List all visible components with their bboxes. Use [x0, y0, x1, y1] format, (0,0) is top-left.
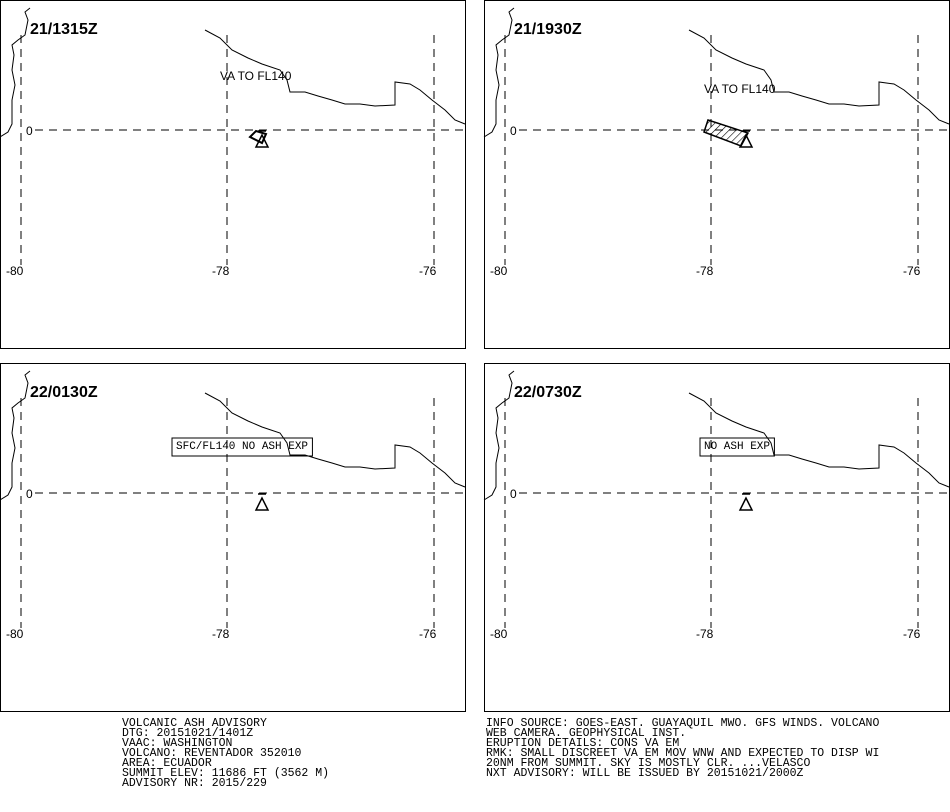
longitude-label: -78 — [696, 264, 714, 278]
coastline — [483, 7, 515, 138]
latitude-label: 0 — [510, 124, 517, 138]
advisory-line: NXT ADVISORY: WILL BE ISSUED BY 20151021… — [486, 767, 804, 780]
panel-border — [0, 363, 466, 712]
longitude-label: -80 — [6, 264, 24, 278]
panel-border — [484, 363, 950, 712]
volcano-symbol — [254, 130, 270, 148]
advisory-line: RMK: SMALL DISCREET VA EM MOV WNW AND EX… — [486, 747, 879, 760]
longitude-label: -76 — [903, 264, 921, 278]
valid-time: 21/1930Z — [514, 21, 582, 38]
map-panel: 0 -80 -78 -76 21/1930Z VA TO FL140 — [483, 0, 950, 349]
map-panel: 0 -80 -78 -76 22/0130Z SFC/FL140 NO ASH EXP — [0, 363, 466, 712]
coastline — [0, 7, 31, 138]
map-panel: 0 -80 -78 -76 21/1315Z VA TO FL140 — [0, 0, 466, 349]
volcano-symbol — [738, 130, 754, 148]
valid-time: 22/0130Z — [30, 384, 98, 401]
longitude-label: -78 — [212, 264, 230, 278]
longitude-label: -78 — [212, 627, 230, 641]
advisory-line: WEB CAMERA. GEOPHYSICAL INST. — [486, 727, 686, 740]
coastline — [688, 392, 950, 488]
advisory-line: VAAC: WASHINGTON — [122, 737, 232, 750]
annotation: NO ASH EXP — [704, 441, 770, 453]
longitude-label: -78 — [696, 627, 714, 641]
volcano-symbol — [738, 493, 754, 511]
latitude-label: 0 — [26, 487, 33, 501]
advisory-line: ERUPTION DETAILS: CONS VA EM — [486, 737, 679, 750]
annotation: VA TO FL140 — [704, 82, 776, 96]
coastline — [688, 29, 950, 125]
longitude-label: -76 — [903, 627, 921, 641]
coastline — [204, 392, 466, 488]
valid-time: 22/0730Z — [514, 384, 582, 401]
ash-area — [703, 119, 750, 147]
annotation: SFC/FL140 NO ASH EXP — [176, 441, 308, 453]
map-panel: 0 -80 -78 -76 22/0730Z NO ASH EXP — [483, 363, 950, 712]
advisory-line: 20NM FROM SUMMIT. SKY IS MOSTLY CLR. ...… — [486, 757, 810, 770]
latitude-label: 0 — [510, 487, 517, 501]
ash-area — [248, 129, 268, 145]
annotation-box — [171, 437, 313, 457]
panel-border — [0, 0, 466, 349]
coastline — [0, 370, 31, 501]
advisory-line: SUMMIT ELEV: 11686 FT (3562 M) — [122, 767, 329, 780]
advisory-line: VOLCANO: REVENTADOR 352010 — [122, 747, 302, 760]
longitude-label: -76 — [419, 264, 437, 278]
volcano-symbol — [254, 493, 270, 511]
annotation-box — [699, 437, 775, 457]
advisory-line: AREA: ECUADOR — [122, 757, 212, 770]
advisory-line: INFO SOURCE: GOES-EAST. GUAYAQUIL MWO. G… — [486, 717, 879, 730]
valid-time: 21/1315Z — [30, 21, 98, 38]
coastline — [204, 29, 466, 125]
longitude-label: -80 — [490, 264, 508, 278]
annotation: VA TO FL140 — [220, 69, 292, 83]
coastline — [483, 370, 515, 501]
advisory-line: DTG: 20151021/1401Z — [122, 727, 253, 740]
advisory-line: ADVISORY NR: 2015/229 — [122, 777, 267, 790]
longitude-label: -76 — [419, 627, 437, 641]
longitude-label: -80 — [6, 627, 24, 641]
longitude-label: -80 — [490, 627, 508, 641]
panel-border — [484, 0, 950, 349]
latitude-label: 0 — [26, 124, 33, 138]
advisory-line: VOLCANIC ASH ADVISORY — [122, 717, 267, 730]
